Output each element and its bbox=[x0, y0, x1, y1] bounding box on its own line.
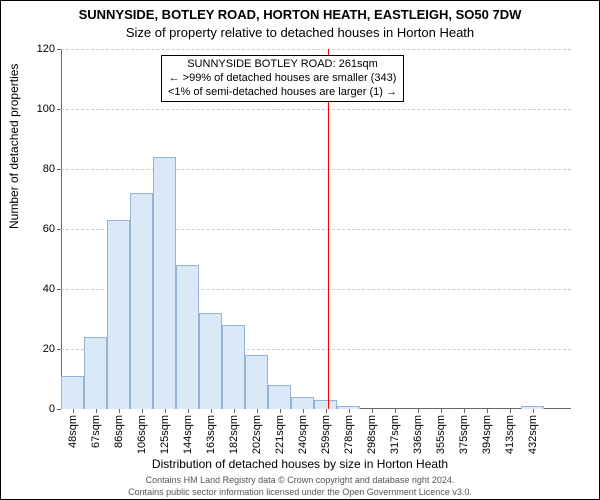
x-tick-label: 67sqm bbox=[90, 415, 102, 448]
y-tick-label: 80 bbox=[43, 163, 55, 175]
x-tick bbox=[441, 409, 442, 413]
gridline bbox=[61, 109, 571, 110]
y-tick bbox=[57, 349, 61, 350]
x-tick-label: 221sqm bbox=[274, 415, 286, 454]
x-tick-label: 48sqm bbox=[67, 415, 79, 448]
x-tick-label: 202sqm bbox=[251, 415, 263, 454]
histogram-bar bbox=[222, 325, 245, 409]
histogram-bar bbox=[245, 355, 268, 409]
histogram-bar bbox=[130, 193, 153, 409]
x-tick bbox=[119, 409, 120, 413]
histogram-bar bbox=[291, 397, 314, 409]
x-tick bbox=[188, 409, 189, 413]
x-tick bbox=[349, 409, 350, 413]
x-tick bbox=[303, 409, 304, 413]
x-tick bbox=[280, 409, 281, 413]
annotation-line2: ← >99% of detached houses are smaller (3… bbox=[168, 72, 397, 86]
y-tick-label: 20 bbox=[43, 343, 55, 355]
annotation-line1: SUNNYSIDE BOTLEY ROAD: 261sqm bbox=[168, 58, 397, 72]
gridline bbox=[61, 169, 571, 170]
y-tick bbox=[57, 109, 61, 110]
x-tick bbox=[142, 409, 143, 413]
y-tick bbox=[57, 49, 61, 50]
chart-title-line2: Size of property relative to detached ho… bbox=[1, 25, 599, 40]
histogram-bar bbox=[199, 313, 222, 409]
x-tick-label: 240sqm bbox=[297, 415, 309, 454]
x-tick bbox=[510, 409, 511, 413]
x-tick-label: 375sqm bbox=[458, 415, 470, 454]
x-tick-label: 163sqm bbox=[205, 415, 217, 454]
x-tick bbox=[96, 409, 97, 413]
plot-area: 02040608010012048sqm67sqm86sqm106sqm125s… bbox=[61, 49, 571, 409]
x-tick-label: 336sqm bbox=[412, 415, 424, 454]
histogram-bar bbox=[84, 337, 107, 409]
y-tick-label: 40 bbox=[43, 283, 55, 295]
histogram-bar bbox=[153, 157, 176, 409]
y-tick-label: 60 bbox=[43, 223, 55, 235]
y-tick bbox=[57, 169, 61, 170]
x-tick bbox=[487, 409, 488, 413]
x-tick bbox=[73, 409, 74, 413]
x-tick bbox=[418, 409, 419, 413]
footer-line2: Contains public sector information licen… bbox=[1, 487, 599, 497]
x-tick-label: 432sqm bbox=[527, 415, 539, 454]
chart-container: SUNNYSIDE, BOTLEY ROAD, HORTON HEATH, EA… bbox=[0, 0, 600, 500]
x-tick bbox=[326, 409, 327, 413]
annotation-box: SUNNYSIDE BOTLEY ROAD: 261sqm← >99% of d… bbox=[161, 55, 404, 102]
gridline bbox=[61, 49, 571, 50]
y-axis-label: Number of detached properties bbox=[7, 64, 21, 229]
marker-line bbox=[328, 49, 329, 409]
x-tick-label: 355sqm bbox=[435, 415, 447, 454]
x-tick bbox=[395, 409, 396, 413]
y-tick bbox=[57, 229, 61, 230]
chart-title-line1: SUNNYSIDE, BOTLEY ROAD, HORTON HEATH, EA… bbox=[1, 7, 599, 22]
x-tick-label: 317sqm bbox=[389, 415, 401, 454]
y-tick bbox=[57, 409, 61, 410]
x-tick bbox=[211, 409, 212, 413]
x-tick bbox=[372, 409, 373, 413]
x-tick-label: 144sqm bbox=[182, 415, 194, 454]
x-tick-label: 259sqm bbox=[320, 415, 332, 454]
x-tick-label: 394sqm bbox=[481, 415, 493, 454]
x-tick-label: 278sqm bbox=[343, 415, 355, 454]
y-tick-label: 100 bbox=[37, 103, 55, 115]
x-tick-label: 125sqm bbox=[159, 415, 171, 454]
histogram-bar bbox=[314, 400, 337, 409]
x-axis-label: Distribution of detached houses by size … bbox=[1, 457, 599, 471]
x-tick-label: 298sqm bbox=[366, 415, 378, 454]
y-tick bbox=[57, 289, 61, 290]
footer-line1: Contains HM Land Registry data © Crown c… bbox=[1, 475, 599, 485]
x-tick-label: 182sqm bbox=[228, 415, 240, 454]
histogram-bar bbox=[107, 220, 130, 409]
x-tick-label: 413sqm bbox=[504, 415, 516, 454]
x-tick bbox=[165, 409, 166, 413]
x-tick bbox=[234, 409, 235, 413]
histogram-bar bbox=[176, 265, 199, 409]
y-tick-label: 0 bbox=[49, 403, 55, 415]
y-tick-label: 120 bbox=[37, 43, 55, 55]
x-tick-label: 86sqm bbox=[113, 415, 125, 448]
x-tick-label: 106sqm bbox=[136, 415, 148, 454]
histogram-bar bbox=[268, 385, 291, 409]
x-tick bbox=[257, 409, 258, 413]
x-tick bbox=[533, 409, 534, 413]
x-tick bbox=[464, 409, 465, 413]
histogram-bar bbox=[61, 376, 84, 409]
annotation-line3: <1% of semi-detached houses are larger (… bbox=[168, 86, 397, 100]
